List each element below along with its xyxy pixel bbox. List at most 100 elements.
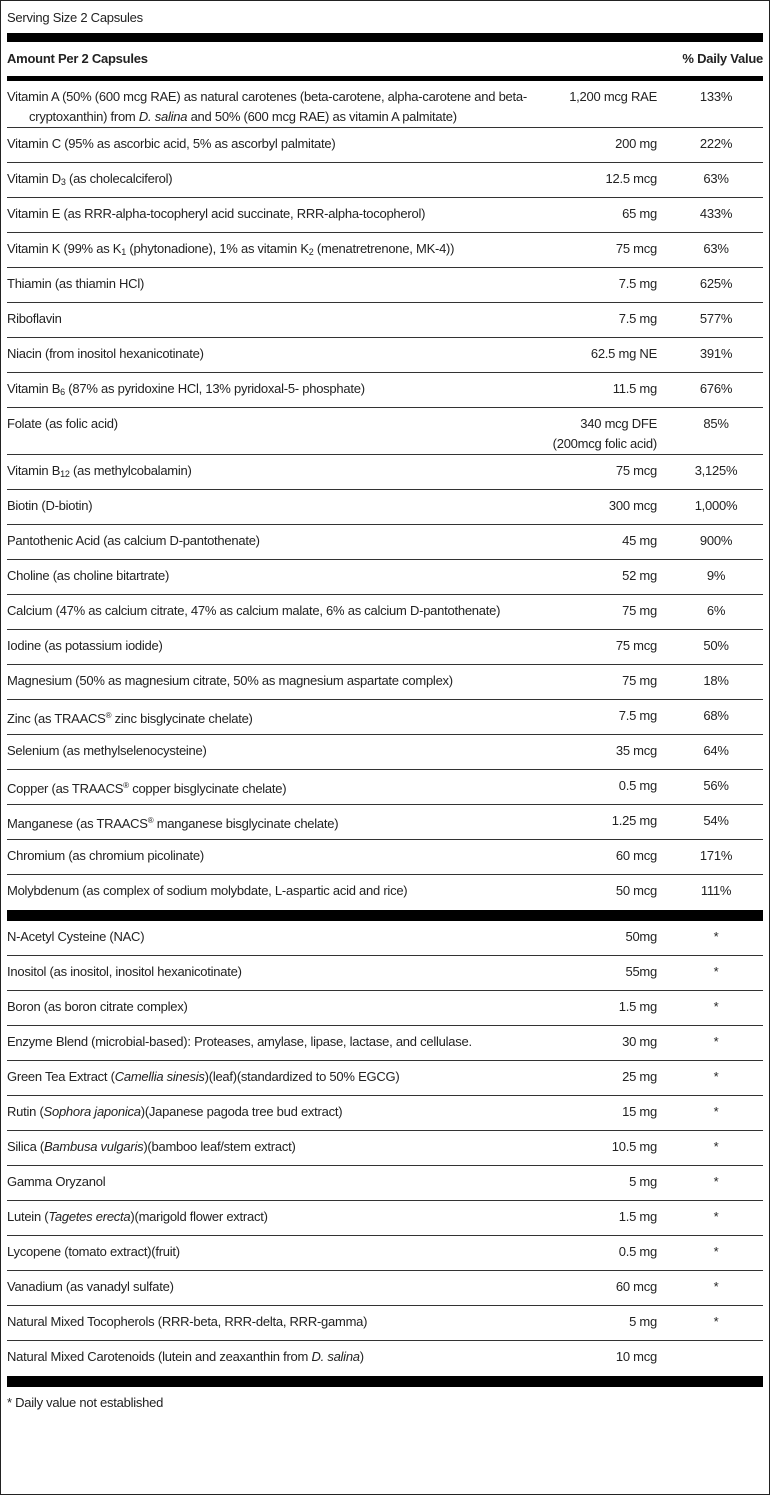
amount: 45 mg (537, 531, 657, 559)
amount-value: 1.25 mg (611, 813, 657, 828)
name-segment: Vitamin E (as RRR-alpha-tocopheryl acid … (7, 206, 426, 221)
amount-value: 75 mcg (615, 638, 657, 653)
amount: 60 mcg (537, 1277, 657, 1305)
name-segment: Thiamin (as thiamin HCl) (7, 276, 145, 291)
daily-value: 9% (706, 568, 726, 583)
serving-size: Serving Size 2 Capsules (7, 10, 143, 25)
nutrient-name: Vitamin C (95% as ascorbic acid, 5% as a… (7, 134, 537, 162)
amount-value: 300 mcg (608, 498, 657, 513)
table-row: Manganese (as TRAACS® manganese bisglyci… (7, 805, 763, 840)
name-segment: 6 (60, 387, 65, 397)
table-row: Green Tea Extract (Camellia sinesis)(lea… (7, 1061, 763, 1096)
amount: 0.5 mg (537, 776, 658, 804)
amount: 62.5 mg NE (537, 344, 657, 372)
name-segment: Vitamin D (7, 171, 61, 186)
name-segment: Vanadium (as vanadyl sulfate) (7, 1279, 174, 1294)
daily-value: 85% (703, 416, 729, 431)
nutrient-name: Gamma Oryzanol (7, 1172, 537, 1200)
daily-value: * (713, 1209, 719, 1224)
amount-value: 52 mg (622, 568, 657, 583)
name-segment: )(Japanese pagoda tree bud extract) (140, 1104, 343, 1119)
daily-value: 63% (703, 241, 729, 256)
amount-value: 7.5 mg (618, 311, 658, 326)
amount: 340 mcg DFE (200mcg folic acid) (537, 414, 658, 454)
table-row: Copper (as TRAACS® copper bisglycinate c… (7, 770, 763, 805)
daily-value: * (713, 929, 719, 944)
amount-value: 30 mg (622, 1034, 657, 1049)
table-row: Lycopene (tomato extract)(fruit) 0.5 mg * (7, 1236, 763, 1271)
nutrient-name: Natural Mixed Carotenoids (lutein and ze… (7, 1347, 537, 1376)
name-segment: Selenium (as methylselenocysteine) (7, 743, 207, 758)
amount: 30 mg (537, 1032, 657, 1060)
table-row: Vitamin A (50% (600 mcg RAE) as natural … (7, 81, 763, 128)
table-row: Natural Mixed Tocopherols (RRR-beta, RRR… (7, 1306, 763, 1341)
table-row: Folate (as folic acid) 340 mcg DFE (200mcg… (7, 408, 763, 455)
nutrient-name: Vanadium (as vanadyl sulfate) (7, 1277, 537, 1305)
nutrient-name: Molybdenum (as complex of sodium molybda… (7, 881, 537, 910)
table-row: Iodine (as potassium iodide) 75 mcg 50% (7, 630, 763, 665)
name-segment: Lycopene (tomato extract)(fruit) (7, 1244, 180, 1259)
table-row: Vitamin E (as RRR-alpha-tocopheryl acid … (7, 198, 763, 233)
name-segment: D. salina (311, 1349, 360, 1364)
name-segment: (menatretrenone, MK-4)) (313, 241, 455, 256)
table-row: Magnesium (50% as magnesium citrate, 50%… (7, 665, 763, 700)
daily-value: * (713, 1069, 719, 1084)
nutrient-name: Vitamin K (99% as K1 (phytonadione), 1% … (7, 239, 537, 267)
amount-value: 50 mcg (615, 883, 657, 898)
name-segment: Tagetes erecta (48, 1209, 131, 1224)
name-segment: D. salina (138, 109, 188, 124)
nutrient-name: Calcium (47% as calcium citrate, 47% as … (7, 601, 537, 629)
nutrient-name: Vitamin E (as RRR-alpha-tocopheryl acid … (7, 204, 537, 232)
amount-value: 75 mcg (615, 241, 657, 256)
name-segment: Manganese (as TRAACS (7, 816, 148, 831)
table-row: Vitamin B12 (as methylcobalamin) 75 mcg 3,… (7, 455, 763, 490)
name-segment: Calcium (47% as calcium citrate, 47% as … (7, 603, 501, 618)
divider-section (7, 910, 763, 921)
daily-value: 222% (699, 136, 733, 151)
amount: 25 mg (537, 1067, 657, 1095)
nutrient-name: Zinc (as TRAACS® zinc bisglycinate chela… (7, 706, 537, 734)
amount-value: 75 mg (622, 673, 657, 688)
nutrient-name: Inositol (as inositol, inositol hexanico… (7, 962, 537, 990)
name-segment: Folate (as folic acid) (7, 416, 118, 431)
amount-value: 5 mg (629, 1314, 657, 1329)
nutrient-name: Vitamin B6 (87% as pyridoxine HCl, 13% p… (7, 379, 537, 407)
amount-value: 200 mg (615, 136, 657, 151)
amount-value: 75 mcg (615, 463, 657, 478)
amount-value: 10.5 mg (611, 1139, 657, 1154)
name-segment: Vitamin K (99% as K (7, 241, 122, 256)
table-row: Enzyme Blend (microbial-based): Protease… (7, 1026, 763, 1061)
name-segment: 3 (60, 177, 66, 187)
nutrient-name: Silica (Bambusa vulgaris)(bamboo leaf/st… (7, 1137, 537, 1165)
nutrient-name: Folate (as folic acid) (7, 414, 537, 454)
table-row: Calcium (47% as calcium citrate, 47% as … (7, 595, 763, 630)
nutrient-name: Copper (as TRAACS® copper bisglycinate c… (7, 776, 537, 804)
table-row: Biotin (D-biotin) 300 mcg 1,000% (7, 490, 763, 525)
name-segment: (as methylcobalamin) (69, 463, 192, 478)
amount-value: 1.5 mg (618, 1209, 658, 1224)
name-segment: N-Acetyl Cysteine (NAC) (7, 929, 145, 944)
name-segment: Molybdenum (as complex of sodium molybda… (7, 883, 408, 898)
amount: 11.5 mg (537, 379, 658, 407)
table-row: Zinc (as TRAACS® zinc bisglycinate chela… (7, 700, 763, 735)
amount-value: 25 mg (622, 1069, 657, 1084)
daily-value: 676% (699, 381, 733, 396)
table-row: Natural Mixed Carotenoids (lutein and ze… (7, 1341, 763, 1376)
name-segment: 12 (60, 469, 70, 479)
nutrient-name: Manganese (as TRAACS® manganese bisglyci… (7, 811, 537, 839)
amount: 5 mg (537, 1312, 657, 1340)
nutrient-name: Iodine (as potassium iodide) (7, 636, 537, 664)
amount-value: 10 mcg (615, 1349, 657, 1364)
name-segment: zinc bisglycinate chelate) (111, 711, 253, 726)
nutrient-name: Riboflavin (7, 309, 537, 337)
table-row: Thiamin (as thiamin HCl) 7.5 mg 625% (7, 268, 763, 303)
name-segment: Gamma Oryzanol (7, 1174, 106, 1189)
nutrient-name: Enzyme Blend (microbial-based): Protease… (7, 1032, 537, 1060)
divider-section (7, 1376, 763, 1387)
nutrient-name: Chromium (as chromium picolinate) (7, 846, 537, 874)
amount: 75 mcg (537, 461, 657, 489)
name-segment: Camellia sinesis (114, 1069, 205, 1084)
amount-value: 35 mcg (615, 743, 657, 758)
name-segment: Niacin (from inositol hexanicotinate) (7, 346, 204, 361)
